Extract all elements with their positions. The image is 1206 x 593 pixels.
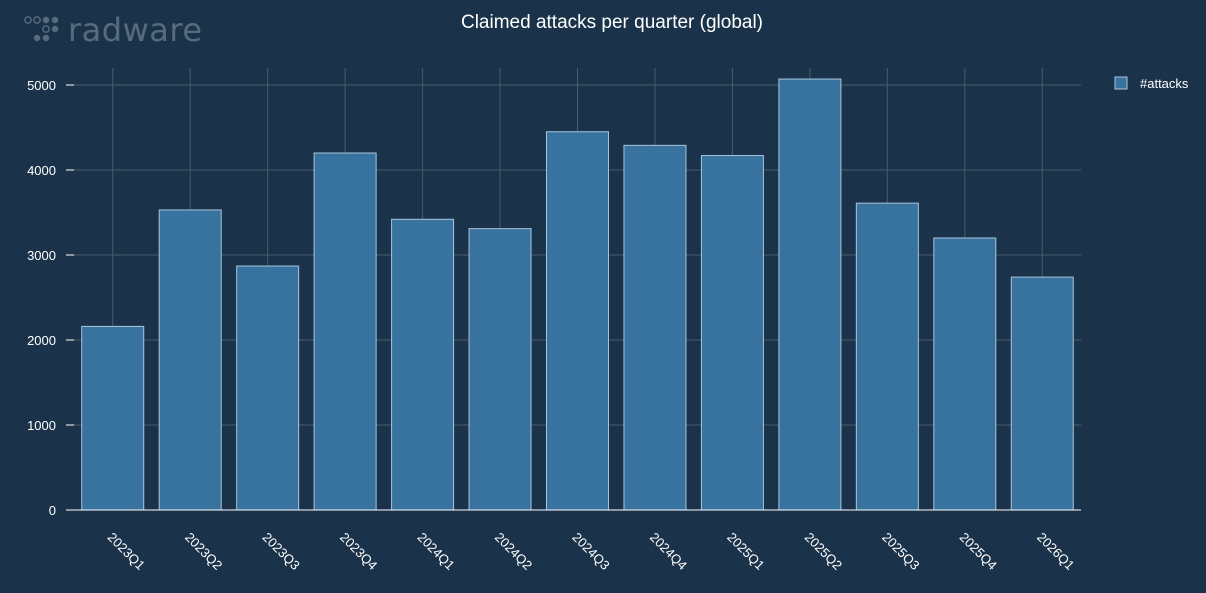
x-tick-label: 2023Q3 <box>260 530 303 573</box>
y-tick-label: 5000 <box>27 78 56 93</box>
y-tick-label: 4000 <box>27 163 56 178</box>
x-tick-label: 2023Q2 <box>182 530 225 573</box>
x-tick-label: 2024Q1 <box>414 530 457 573</box>
bar-2023Q2[interactable] <box>158 209 222 511</box>
y-tick-label: 0 <box>49 503 56 518</box>
x-tick-label: 2024Q2 <box>492 530 535 573</box>
bar-2023Q3[interactable] <box>236 265 300 511</box>
y-tick-labels: 0 1000 2000 3000 4000 5000 <box>27 78 74 518</box>
logo-text: radware <box>68 11 203 49</box>
y-tick-label: 2000 <box>27 333 56 348</box>
x-tick-label: 2025Q1 <box>724 530 767 573</box>
legend[interactable]: #attacks <box>1114 76 1189 91</box>
bar-2024Q1[interactable] <box>391 218 455 511</box>
x-tick-label: 2023Q1 <box>105 530 148 573</box>
legend-swatch <box>1114 76 1128 90</box>
radware-dots-icon <box>24 16 59 42</box>
y-tick-label: 1000 <box>27 418 56 433</box>
bars <box>81 78 1074 511</box>
chart-title: Claimed attacks per quarter (global) <box>461 12 763 33</box>
bar-2024Q3[interactable] <box>546 131 609 511</box>
bar-2023Q1[interactable] <box>81 325 145 511</box>
bar-2026Q1[interactable] <box>1010 276 1074 511</box>
x-tick-label: 2023Q4 <box>337 530 380 573</box>
x-tick-label: 2026Q1 <box>1034 530 1077 573</box>
bar-2025Q1[interactable] <box>700 155 764 511</box>
bar-2025Q2[interactable] <box>778 78 842 511</box>
legend-label: #attacks <box>1140 76 1189 91</box>
y-tick-label: 3000 <box>27 248 56 263</box>
x-tick-label: 2024Q4 <box>647 530 690 573</box>
x-tick-label: 2025Q2 <box>802 530 845 573</box>
bar-2025Q3[interactable] <box>855 202 919 511</box>
bar-2025Q4[interactable] <box>933 237 997 511</box>
bar-2024Q4[interactable] <box>623 144 687 511</box>
x-tick-label: 2025Q4 <box>957 530 1000 573</box>
bar-2023Q4[interactable] <box>313 152 377 511</box>
bar-2024Q2[interactable] <box>468 228 532 511</box>
radware-logo: radware <box>22 12 203 48</box>
x-tick-label: 2024Q3 <box>569 530 612 573</box>
x-tick-label: 2025Q3 <box>879 530 922 573</box>
x-tick-labels: 2023Q1 2023Q2 2023Q3 2023Q4 2024Q1 2024Q2 2024… <box>105 530 1078 573</box>
